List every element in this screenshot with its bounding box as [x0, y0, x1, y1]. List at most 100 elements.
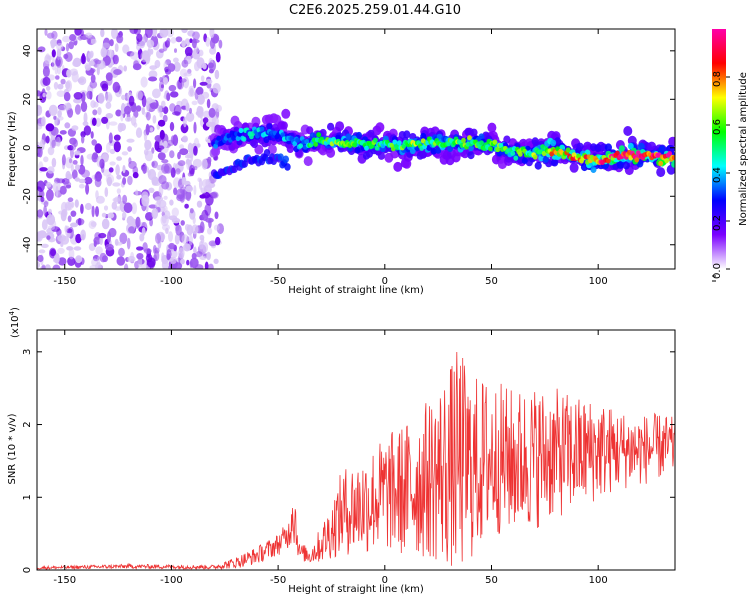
- x-tick-label: -150: [53, 276, 76, 287]
- noise-speckle: [46, 189, 54, 202]
- noise-speckle: [185, 102, 190, 112]
- noise-speckle: [181, 234, 189, 245]
- ridge-blob: [226, 133, 232, 139]
- noise-speckle: [191, 224, 199, 235]
- noise-speckle: [50, 39, 58, 47]
- noise-speckle: [37, 254, 44, 263]
- noise-speckle: [171, 217, 181, 224]
- noise-speckle: [66, 69, 72, 78]
- noise-speckle: [170, 167, 176, 178]
- ridge-blob: [327, 122, 335, 131]
- noise-speckle: [193, 247, 197, 254]
- spectrogram-frame: [36, 28, 676, 270]
- noise-speckle: [166, 92, 171, 101]
- noise-speckle: [74, 150, 81, 155]
- noise-speckle: [38, 230, 47, 239]
- noise-speckle: [43, 205, 47, 217]
- noise-speckle: [157, 119, 166, 127]
- noise-speckle: [180, 220, 185, 226]
- noise-speckle: [46, 85, 51, 91]
- noise-speckle: [144, 29, 153, 38]
- noise-speckle: [121, 151, 129, 156]
- noise-speckle: [161, 252, 165, 261]
- noise-speckle: [91, 205, 95, 218]
- ridge-blob: [615, 150, 620, 156]
- noise-speckle: [55, 185, 59, 198]
- ridge-blob: [354, 147, 361, 154]
- y-tick-label: 3: [22, 349, 33, 355]
- noise-speckle: [199, 194, 206, 199]
- noise-speckle: [189, 107, 192, 114]
- ridge-blob: [503, 135, 511, 144]
- noise-speckle: [84, 64, 91, 71]
- noise-speckle: [89, 80, 98, 89]
- noise-speckle: [151, 160, 158, 169]
- noise-speckle: [198, 49, 204, 57]
- noise-speckle: [109, 39, 114, 47]
- noise-speckle: [215, 51, 221, 63]
- ridge-blob: [510, 150, 516, 156]
- spectrogram-y-label: Frequency (Hz): [7, 111, 18, 187]
- noise-speckle: [57, 234, 66, 242]
- noise-speckle: [175, 36, 183, 43]
- noise-speckle: [103, 205, 109, 211]
- noise-speckle: [57, 257, 67, 266]
- noise-speckle: [196, 143, 201, 148]
- noise-speckle: [191, 38, 197, 49]
- noise-speckle: [161, 214, 167, 224]
- noise-speckle: [107, 49, 114, 59]
- noise-speckle: [123, 263, 129, 269]
- noise-speckle: [53, 81, 59, 90]
- spectrogram-marks: [37, 29, 675, 269]
- branch-blob: [282, 155, 289, 164]
- noise-speckle: [147, 48, 152, 58]
- ridge-blob: [335, 121, 345, 132]
- noise-speckle: [181, 177, 186, 186]
- noise-speckle: [189, 164, 195, 175]
- noise-speckle: [215, 236, 221, 246]
- noise-speckle: [170, 256, 177, 264]
- noise-speckle: [41, 264, 46, 269]
- ridge-blob: [622, 161, 630, 170]
- noise-speckle: [54, 67, 58, 75]
- ridge-blob: [295, 137, 301, 143]
- noise-speckle: [112, 81, 121, 93]
- noise-speckle: [142, 162, 147, 175]
- x-tick-label: 100: [589, 575, 608, 586]
- ridge-blob: [373, 137, 378, 143]
- noise-speckle: [123, 202, 133, 214]
- noise-speckle: [83, 112, 88, 124]
- noise-speckle: [45, 123, 55, 132]
- noise-speckle: [135, 105, 142, 112]
- noise-speckle: [190, 150, 194, 162]
- noise-speckle: [208, 107, 216, 118]
- noise-speckle: [155, 233, 161, 244]
- noise-speckle: [202, 117, 209, 124]
- colorbar-tick-label: 0.2: [712, 215, 723, 231]
- ridge-blob: [470, 128, 478, 137]
- noise-speckle: [113, 196, 123, 205]
- noise-speckle: [46, 32, 55, 39]
- noise-speckle: [144, 150, 153, 162]
- y-tick-label: 1: [22, 494, 33, 500]
- noise-speckle: [131, 202, 138, 215]
- noise-speckle: [200, 187, 207, 194]
- noise-speckle: [154, 59, 161, 69]
- ridge-blob: [658, 145, 666, 154]
- noise-speckle: [47, 146, 55, 156]
- noise-speckle: [195, 251, 203, 258]
- ridge-blob: [281, 108, 291, 119]
- noise-speckle: [163, 140, 168, 148]
- noise-speckle: [72, 59, 81, 67]
- noise-speckle: [182, 135, 188, 143]
- noise-speckle: [48, 208, 52, 215]
- noise-speckle: [70, 164, 74, 172]
- noise-speckle: [140, 51, 149, 63]
- noise-speckle: [55, 55, 63, 68]
- ridge-blob: [316, 132, 322, 138]
- ridge-blob: [658, 160, 664, 166]
- x-tick-label: -100: [160, 575, 183, 586]
- noise-speckle: [80, 203, 84, 214]
- noise-speckle: [38, 249, 46, 254]
- ridge-blob: [392, 139, 398, 145]
